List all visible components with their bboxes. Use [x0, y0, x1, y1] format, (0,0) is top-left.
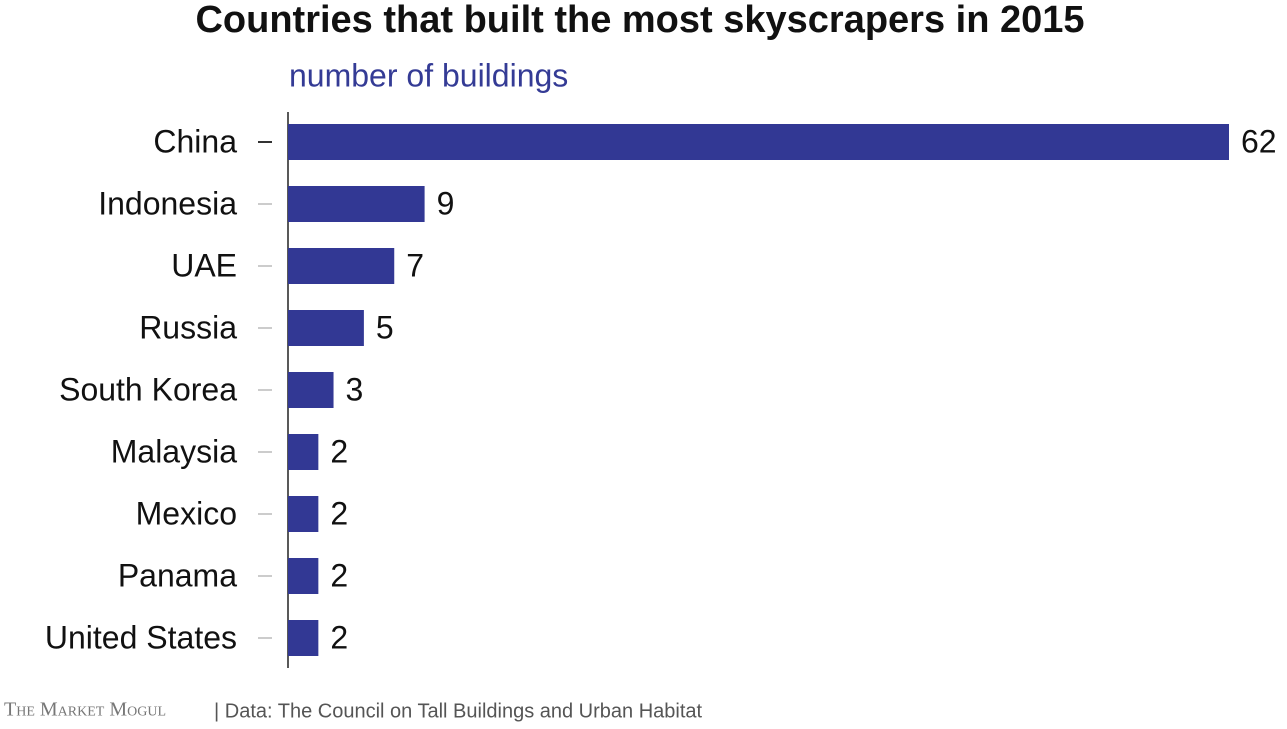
value-label: 5 [376, 309, 394, 345]
value-label: 9 [437, 185, 455, 221]
y-tick-label: Indonesia [98, 185, 237, 221]
bar [288, 124, 1229, 160]
bar [288, 434, 319, 470]
value-label: 2 [330, 433, 348, 469]
chart-title: Countries that built the most skyscraper… [195, 0, 1084, 41]
value-label: 2 [330, 557, 348, 593]
y-tick-label: Panama [118, 557, 237, 593]
bar [288, 558, 319, 594]
value-label: 62 [1241, 123, 1277, 159]
brand: The Market Mogul [4, 699, 166, 721]
y-tick-label: UAE [171, 247, 237, 283]
y-tick-label: China [153, 123, 237, 159]
chart-subtitle: number of buildings [289, 57, 568, 93]
value-label: 3 [346, 371, 364, 407]
value-label: 2 [330, 619, 348, 655]
value-label: 2 [330, 495, 348, 531]
value-label: 7 [406, 247, 424, 283]
bar [288, 248, 395, 284]
y-tick-label: United States [45, 619, 237, 655]
bar [288, 620, 319, 656]
bar [288, 372, 334, 408]
y-tick-label: Malaysia [111, 433, 237, 469]
bar [288, 310, 364, 346]
y-tick-label: South Korea [59, 371, 237, 407]
bar [288, 496, 319, 532]
source: | Data: The Council on Tall Buildings an… [214, 700, 703, 722]
y-tick-label: Russia [139, 309, 237, 345]
y-tick-label: Mexico [136, 495, 237, 531]
bar [288, 186, 425, 222]
